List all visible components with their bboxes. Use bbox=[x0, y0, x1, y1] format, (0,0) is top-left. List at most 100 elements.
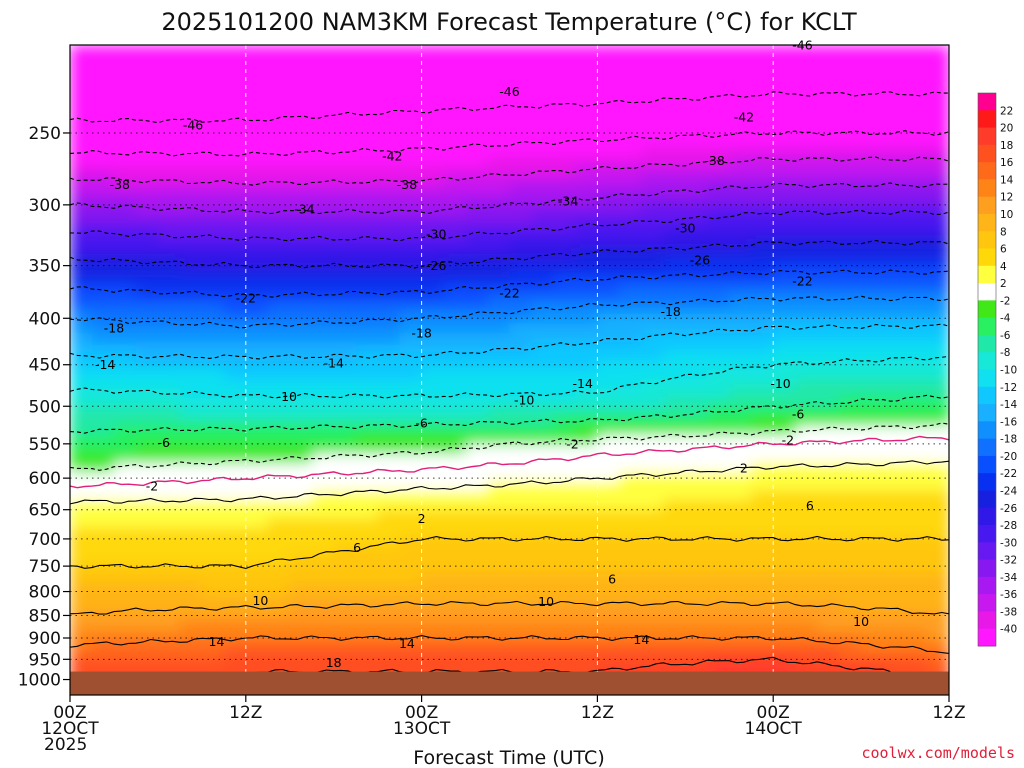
temperature-cell bbox=[179, 277, 203, 288]
temperature-cell bbox=[707, 137, 731, 149]
temperature-cell bbox=[245, 639, 269, 650]
temperature-cell bbox=[135, 45, 159, 56]
x-tick-label: 2025 bbox=[44, 735, 87, 755]
temperature-cell bbox=[245, 212, 269, 223]
temperature-cell bbox=[553, 592, 577, 604]
temperature-cell bbox=[91, 332, 115, 344]
temperature-cell bbox=[509, 648, 533, 659]
temperature-cell bbox=[179, 221, 203, 232]
temperature-cell bbox=[487, 202, 511, 214]
temperature-cell bbox=[641, 230, 665, 241]
temperature-cell bbox=[773, 500, 797, 511]
temperature-cell bbox=[465, 249, 489, 260]
temperature-cell bbox=[135, 592, 159, 604]
temperature-cell bbox=[113, 379, 137, 390]
temperature-cell bbox=[817, 416, 841, 427]
temperature-cell bbox=[421, 277, 445, 288]
temperature-cell bbox=[135, 342, 159, 353]
temperature-cell bbox=[179, 379, 203, 390]
temperature-cell bbox=[597, 249, 621, 260]
temperature-cell bbox=[70, 490, 93, 501]
temperature-cell bbox=[70, 425, 93, 436]
temperature-cell bbox=[333, 416, 357, 427]
temperature-cell bbox=[245, 258, 269, 269]
temperature-cell bbox=[575, 500, 599, 511]
temperature-cell bbox=[839, 648, 863, 659]
temperature-cell bbox=[487, 128, 511, 139]
temperature-cell bbox=[773, 527, 797, 539]
temperature-cell bbox=[751, 546, 775, 557]
temperature-cell bbox=[531, 175, 555, 186]
temperature-cell bbox=[575, 323, 599, 334]
temperature-cell bbox=[729, 453, 753, 464]
contour-line--6 bbox=[70, 394, 949, 434]
temperature-cell bbox=[883, 82, 907, 93]
temperature-cell bbox=[729, 639, 753, 650]
temperature-cell bbox=[685, 100, 709, 111]
temperature-cell bbox=[575, 630, 599, 641]
temperature-cell bbox=[311, 527, 335, 539]
temperature-cell bbox=[311, 500, 335, 511]
temperature-cell bbox=[377, 453, 401, 464]
temperature-cell bbox=[509, 555, 533, 566]
temperature-cell bbox=[91, 565, 115, 576]
temperature-cell bbox=[553, 462, 577, 474]
colorbar-tick-label: 6 bbox=[1000, 244, 1007, 256]
temperature-cell bbox=[70, 453, 93, 464]
colorbar-tick-label: -26 bbox=[1000, 503, 1017, 515]
temperature-cell bbox=[641, 435, 665, 446]
temperature-cell bbox=[927, 240, 949, 251]
temperature-cell bbox=[399, 537, 423, 548]
temperature-cell bbox=[817, 481, 841, 492]
temperature-cell bbox=[179, 305, 203, 316]
temperature-cell bbox=[795, 45, 819, 56]
temperature-cell bbox=[839, 509, 863, 520]
temperature-cell bbox=[619, 657, 643, 669]
temperature-cell bbox=[663, 416, 687, 427]
temperature-cell bbox=[135, 407, 159, 418]
temperature-cell bbox=[245, 379, 269, 390]
temperature-cell bbox=[861, 416, 885, 427]
temperature-cell bbox=[861, 240, 885, 251]
temperature-cell bbox=[861, 45, 885, 56]
colorbar-swatch bbox=[978, 438, 996, 457]
temperature-cell bbox=[465, 407, 489, 418]
temperature-cell bbox=[113, 555, 137, 566]
temperature-cell bbox=[641, 212, 665, 223]
temperature-cell bbox=[91, 165, 115, 176]
temperature-cell bbox=[597, 100, 621, 111]
temperature-cell bbox=[773, 147, 797, 158]
temperature-cell bbox=[531, 63, 555, 74]
contour-label-text: -22 bbox=[236, 291, 256, 306]
temperature-cell bbox=[553, 527, 577, 539]
temperature-cell bbox=[663, 407, 687, 418]
temperature-cell bbox=[421, 472, 445, 483]
temperature-cell bbox=[443, 435, 467, 446]
temperature-cell bbox=[399, 639, 423, 650]
temperature-cell bbox=[289, 249, 313, 260]
temperature-cell bbox=[377, 481, 401, 492]
temperature-cell bbox=[509, 657, 533, 669]
contour-label-10: 10 bbox=[252, 593, 268, 608]
contour-label-text: -14 bbox=[573, 376, 593, 391]
temperature-cell bbox=[421, 509, 445, 520]
temperature-cell bbox=[883, 370, 907, 381]
temperature-cell bbox=[663, 425, 687, 436]
temperature-cell bbox=[795, 202, 819, 214]
temperature-cell bbox=[575, 212, 599, 223]
temperature-cell bbox=[773, 583, 797, 594]
temperature-cell bbox=[751, 342, 775, 353]
temperature-cell bbox=[487, 518, 511, 529]
temperature-cell bbox=[839, 193, 863, 204]
temperature-cell bbox=[399, 249, 423, 260]
temperature-cell bbox=[223, 221, 247, 232]
temperature-cell bbox=[685, 444, 709, 455]
temperature-cell bbox=[619, 407, 643, 418]
temperature-cell bbox=[597, 565, 621, 576]
temperature-cell bbox=[70, 295, 93, 306]
temperature-cell bbox=[179, 546, 203, 557]
temperature-cell bbox=[487, 435, 511, 446]
temperature-cell bbox=[443, 648, 467, 659]
temperature-cell bbox=[641, 128, 665, 139]
temperature-cell bbox=[465, 100, 489, 111]
